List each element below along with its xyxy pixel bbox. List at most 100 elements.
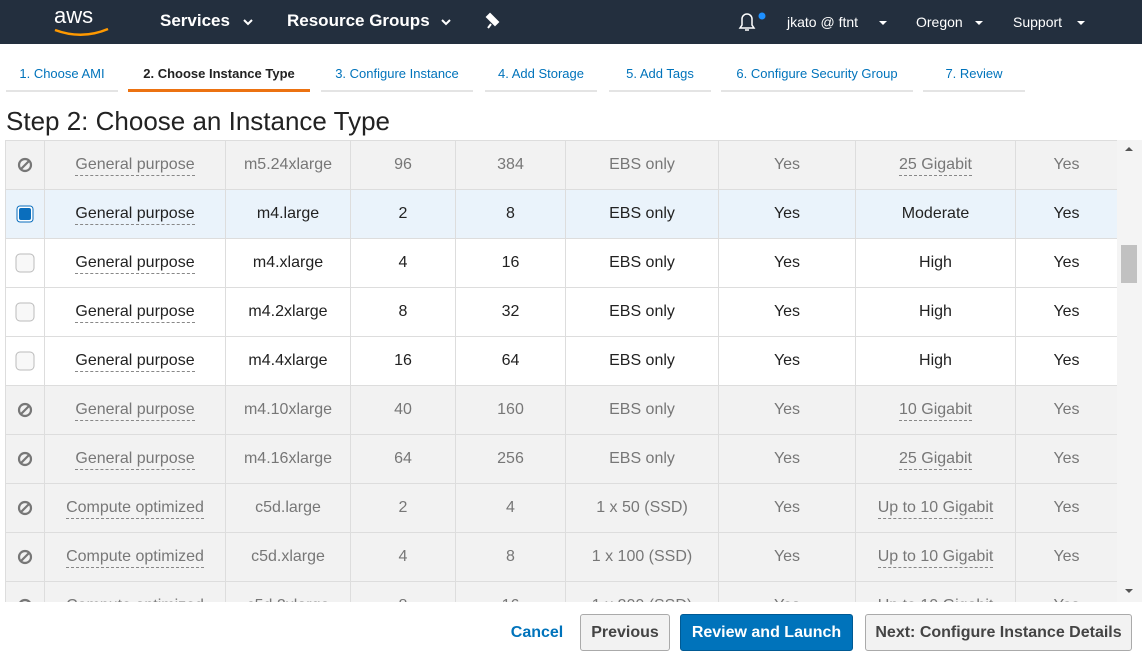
table-cell: 32 xyxy=(456,288,566,337)
table-cell: 8 xyxy=(456,533,566,582)
scroll-down[interactable] xyxy=(1125,589,1133,593)
disabled-icon xyxy=(17,157,33,173)
previous-button[interactable]: Previous xyxy=(580,614,670,651)
table-cell: EBS only xyxy=(566,435,719,484)
table-cell: EBS only xyxy=(566,190,719,239)
table-cell xyxy=(6,239,45,288)
table-row[interactable]: General purpose m4.xlarge 4 16 EBS only Yes Hi… xyxy=(6,239,1117,288)
table-row[interactable]: General purpose m4.4xlarge 16 64 EBS only Yes… xyxy=(6,337,1117,386)
table-cell: High xyxy=(856,288,1016,337)
table-cell: Up to 10 Gigabit xyxy=(856,484,1016,533)
step-tab[interactable]: 2. Choose Instance Type xyxy=(128,66,310,92)
step-tab[interactable]: 5. Add Tags xyxy=(609,66,711,92)
step-tab[interactable]: 6. Configure Security Group xyxy=(721,66,913,92)
table-row: Compute optimized c5d.2xlarge 8 16 1 x 200 (… xyxy=(6,582,1117,602)
table-cell: m4.large xyxy=(226,190,351,239)
table-cell: 10 Gigabit xyxy=(856,386,1016,435)
cell-type: m4.2xlarge xyxy=(248,303,328,320)
cell-vcpus: 16 xyxy=(394,352,412,369)
cell-network: 25 Gigabit xyxy=(899,155,972,176)
table-cell: m4.10xlarge xyxy=(226,386,351,435)
table-cell: c5d.xlarge xyxy=(226,533,351,582)
table-cell: EBS only xyxy=(566,337,719,386)
cancel-button[interactable]: Cancel xyxy=(510,623,564,641)
cell-memory: 256 xyxy=(497,450,524,467)
cell-ipv6: Yes xyxy=(1053,499,1080,516)
cell-storage: EBS only xyxy=(609,156,675,173)
cell-type: c5d.2xlarge xyxy=(247,597,330,602)
cell-vcpus: 4 xyxy=(398,548,408,565)
table-row: General purpose m5.24xlarge 96 384 EBS only Y… xyxy=(6,141,1117,190)
table-cell: 25 Gigabit xyxy=(856,435,1016,484)
table-cell xyxy=(6,288,45,337)
circle xyxy=(17,549,33,565)
table-cell: Up to 10 Gigabit xyxy=(856,533,1016,582)
aws-logo[interactable]: aws xyxy=(54,3,94,28)
region-menu[interactable]: Oregon xyxy=(916,14,963,30)
row-checkbox[interactable] xyxy=(15,253,35,273)
table-cell: Yes xyxy=(719,190,856,239)
step-tab[interactable]: 3. Configure Instance xyxy=(321,66,473,92)
table-cell: Yes xyxy=(1016,141,1117,190)
table-cell: m4.16xlarge xyxy=(226,435,351,484)
cell-ebs: Yes xyxy=(773,352,801,369)
caret xyxy=(879,21,1085,25)
cell-memory: 384 xyxy=(497,156,524,173)
bell-icon[interactable] xyxy=(738,13,756,31)
cell-vcpus: 8 xyxy=(398,303,408,320)
review-launch-button[interactable]: Review and Launch xyxy=(680,614,853,651)
cell-family: General purpose xyxy=(75,253,195,274)
cell-family: Compute optimized xyxy=(66,498,204,519)
cell-ebs: Yes xyxy=(773,499,801,516)
cell-vcpus: 2 xyxy=(398,499,408,516)
table-cell: Yes xyxy=(719,533,856,582)
cell-ipv6: Yes xyxy=(1053,401,1080,418)
step-tab[interactable]: 4. Add Storage xyxy=(485,66,597,92)
nav-item[interactable]: Resource Groups xyxy=(287,11,430,30)
table-row[interactable]: General purpose m4.2xlarge 8 32 EBS only Yes H… xyxy=(6,288,1117,337)
next-button[interactable]: Next: Configure Instance Details xyxy=(865,614,1132,651)
cell-network: High xyxy=(919,254,952,271)
table-cell: 256 xyxy=(456,435,566,484)
cell-family: General purpose xyxy=(75,155,195,176)
check xyxy=(19,208,31,220)
row-checkbox[interactable] xyxy=(15,351,35,371)
row-checkbox[interactable] xyxy=(15,204,35,224)
instance-table: General purpose m5.24xlarge 96 384 EBS only Y… xyxy=(5,140,1117,602)
cell-vcpus: 64 xyxy=(394,450,412,467)
circle xyxy=(17,451,33,467)
disabled-icon xyxy=(17,402,33,418)
circle xyxy=(17,157,33,173)
box xyxy=(15,351,35,371)
user-menu[interactable]: jkato @ ftnt xyxy=(787,14,859,30)
cell-vcpus: 4 xyxy=(398,254,408,271)
cell-ebs: Yes xyxy=(773,450,801,467)
cell-ebs: Yes xyxy=(773,548,801,565)
table-cell: Yes xyxy=(1016,239,1117,288)
caret xyxy=(243,19,253,26)
table-cell: Yes xyxy=(719,582,856,602)
table-cell: General purpose xyxy=(45,239,226,288)
step-tab[interactable]: 1. Choose AMI xyxy=(6,66,118,92)
table-cell: c5d.large xyxy=(226,484,351,533)
row-checkbox[interactable] xyxy=(15,302,35,322)
step-tab[interactable]: 7. Review xyxy=(923,66,1025,92)
pin-icon[interactable] xyxy=(485,12,500,29)
cell-memory: 32 xyxy=(501,303,520,320)
cell-ipv6: Yes xyxy=(1053,352,1080,369)
nav-item[interactable]: Services xyxy=(160,11,230,30)
box xyxy=(15,253,35,273)
table-cell: 16 xyxy=(456,239,566,288)
table-cell: Yes xyxy=(719,239,856,288)
table-cell: 4 xyxy=(351,533,456,582)
cell-storage: EBS only xyxy=(609,352,675,369)
table-row[interactable]: General purpose m4.large 2 8 EBS only Yes Mode… xyxy=(6,190,1117,239)
top-nav xyxy=(0,0,1142,44)
table-row: General purpose m4.10xlarge 40 160 EBS only Y… xyxy=(6,386,1117,435)
support-menu[interactable]: Support xyxy=(1013,14,1063,30)
table-cell xyxy=(6,337,45,386)
scroll-thumb[interactable] xyxy=(1121,245,1137,283)
slash xyxy=(20,454,30,464)
cell-ipv6: Yes xyxy=(1053,303,1080,320)
scroll-up[interactable] xyxy=(1125,147,1133,151)
